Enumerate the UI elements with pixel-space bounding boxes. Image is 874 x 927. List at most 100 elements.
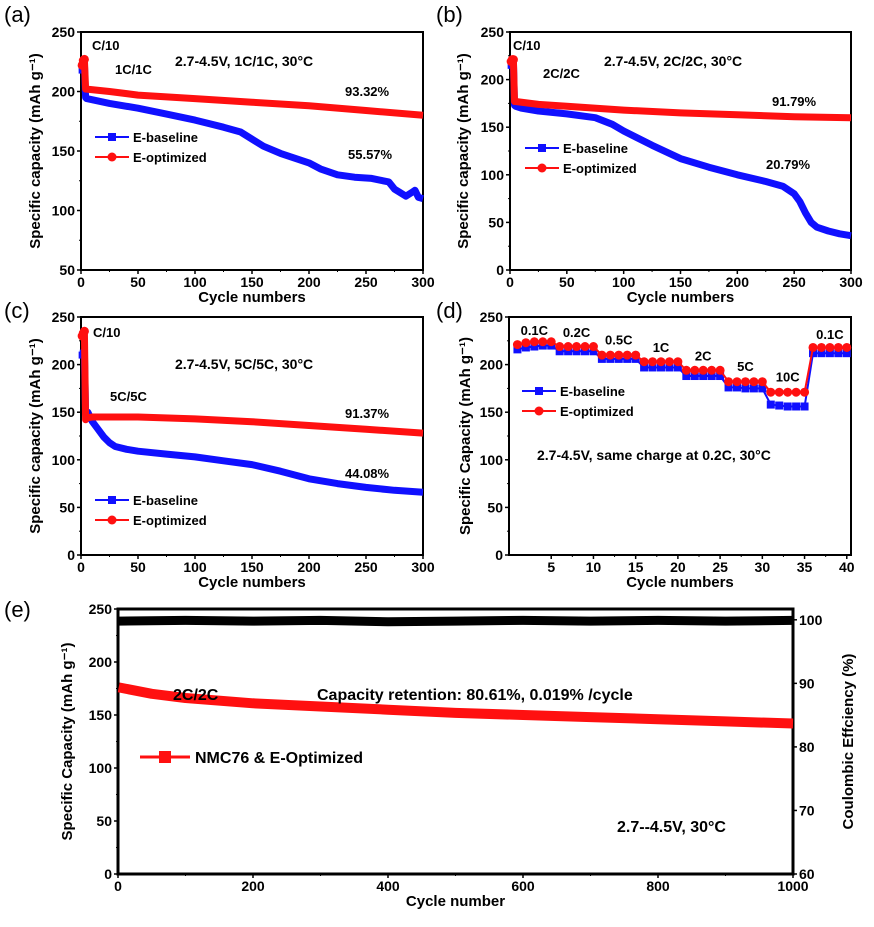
legend-marker-square [159,751,171,763]
data-point-baseline [673,363,682,372]
y-axis-title: Specific Capacity (mAh g⁻¹) [59,643,76,841]
x-tick-label: 200 [241,878,265,894]
y-axis-title: Specific capacity (mAh g⁻¹) [27,338,44,533]
rate-label: 1C [653,340,670,355]
data-point-baseline [589,347,598,356]
x-axis-title: Cycle numbers [626,574,734,591]
y-tick-label: 100 [480,452,504,468]
annotation-label: Capacity retention: 80.61%, 0.019% /cycl… [317,687,633,704]
x-tick-label: 5 [547,559,555,575]
x-tick-label: 200 [726,274,750,290]
chart-panel-a: (a)0 50 100 150 200 250 30050100150200250Cycle… [4,2,435,306]
data-point-baseline [758,384,767,393]
x-tick-label: 50 [130,559,146,575]
x-tick-label: 150 [240,274,264,290]
y-tick-label: 100 [481,167,505,183]
x-tick-label: 0 [114,878,122,894]
x-axis-title: Cycle numbers [198,574,306,591]
data-point-baseline [733,383,741,392]
data-point-optimized [597,350,607,360]
data-point-optimized [825,342,835,352]
x-tick-label: 250 [354,274,378,290]
data-point-optimized [681,365,691,375]
rate-label: 5C [737,359,754,374]
y2-tick-label: 100 [799,612,823,628]
data-point-baseline [716,372,725,381]
data-point-optimized [546,337,556,347]
x-tick-label: 250 [782,274,806,290]
y-tick-label: 150 [480,404,504,420]
legend-label: E-baseline [133,493,198,508]
data-point-baseline [741,384,750,393]
y-tick-label: 200 [52,84,76,100]
y-tick-label: 250 [481,24,505,40]
data-point-baseline [699,372,708,381]
annotation-label: 93.32% [345,84,390,99]
data-point-optimized [563,342,573,352]
data-point-optimized [707,365,717,375]
y-tick-label: 0 [496,262,504,278]
series-line-coulombic-efficiency [118,615,794,627]
legend-label: E-baseline [563,141,628,156]
rate-label: 2C [695,349,712,364]
x-tick-label: 100 [183,559,207,575]
legend-marker-square [108,496,116,504]
data-point-optimized [690,365,700,375]
x-tick-label: 15 [628,559,644,575]
y2-axis-title: Coulombic Effciency (%) [840,654,857,830]
data-point-optimized [816,342,826,352]
x-tick-label: 150 [669,274,693,290]
x-axis-title: Cycle numbers [198,289,306,306]
panel-label: (a) [4,2,31,27]
legend-marker-circle [537,163,547,173]
data-point-baseline [640,363,649,372]
chart-panel-e: (e) 0 200 400 600 800 1000 0 50 100 150 200 250 Cycle… [4,597,857,910]
y-tick-label: 0 [104,866,112,882]
legend-label: NMC76 & E-Optimized [195,750,363,767]
data-point-optimized [648,357,658,367]
legend-marker-square [538,144,546,152]
y-tick-label: 100 [52,452,76,468]
y-tick-label: 250 [52,309,76,325]
y2-tick-label: 70 [799,802,815,818]
annotation-label: C/10 [513,38,540,53]
y-axis-title: Specific capacity (mAh g⁻¹) [27,53,44,248]
rate-label: 0.1C [816,327,844,342]
data-point-optimized [555,342,565,352]
chart-panel-c: (c) 0 50 100 150 200 250 300 0 50 100 150 200 250 Cycl… [4,298,435,591]
data-point-baseline [564,347,573,356]
x-tick-label: 0 [77,274,85,290]
y-tick-label: 0 [67,547,75,563]
legend-label: E-optimized [560,404,634,419]
y-tick-label: 250 [480,309,504,325]
data-point-optimized [833,342,843,352]
y-tick-label: 50 [59,499,75,515]
annotation-label: 91.37% [345,406,390,421]
condition-label: 2.7-4.5V, 5C/5C, 30°C [175,356,313,372]
legend-marker-square [108,133,116,141]
x-tick-label: 250 [354,559,378,575]
panel-label: (e) [4,597,31,622]
x-tick-label: 300 [411,559,435,575]
annotation-label: 2.7--4.5V, 30°C [617,819,726,836]
data-point-optimized [808,342,818,352]
y-tick-label: 50 [487,499,503,515]
panel-label: (b) [436,2,463,27]
x-tick-label: 0 [506,274,514,290]
data-point-optimized [631,350,641,360]
y-tick-label: 150 [89,707,113,723]
data-point-optimized [664,357,674,367]
y-axis-title: Specific Capacity (mAh g⁻¹) [457,337,474,535]
data-point-optimized [766,387,776,397]
data-point-optimized [757,377,767,387]
annotation-label: 20.79% [766,157,811,172]
series-line-nmc76-e-optimized [117,682,794,729]
data-point-optimized [724,377,734,387]
x-tick-label: 200 [297,559,321,575]
annotation-label: 55.57% [348,147,393,162]
x-axis-title: Cycle number [406,893,505,910]
chart-panel-b: (b) 0 50 100 150 200 250 300 0 50 100 150 200 250 Cycl… [436,2,863,306]
y-tick-label: 50 [59,262,75,278]
data-point-baseline [665,363,674,372]
data-point-optimized [614,350,624,360]
